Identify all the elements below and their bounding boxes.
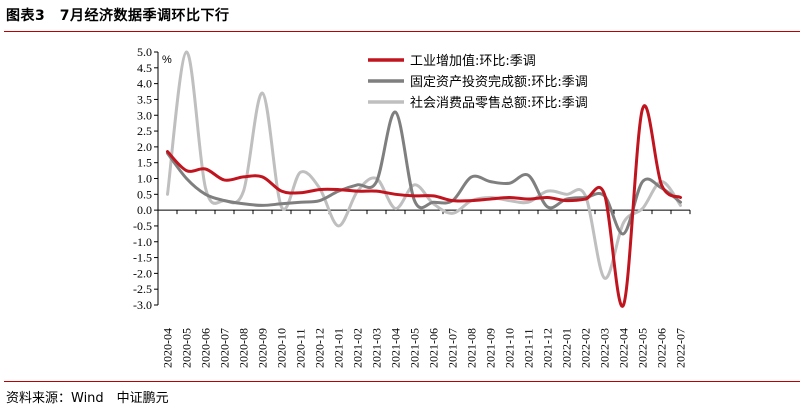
x-tick-label: 2021-10 xyxy=(503,328,517,368)
x-tick-label: 2022-03 xyxy=(598,328,612,368)
footer-divider xyxy=(4,381,800,382)
x-tick-label: 2021-11 xyxy=(522,328,536,368)
y-tick-label: 4.0 xyxy=(137,77,152,91)
legend-label: 固定资产投资完成额:环比:季调 xyxy=(410,74,588,90)
source-note: 资料来源：Wind 中证鹏元 xyxy=(6,391,169,406)
chart-legend: 工业增加值:环比:季调固定资产投资完成额:环比:季调社会消费品零售总额:环比:季… xyxy=(368,53,588,111)
y-unit-label: % xyxy=(162,54,172,66)
y-tick-label: 2.5 xyxy=(137,124,152,138)
x-tick-label: 2022-06 xyxy=(655,328,669,368)
y-tick-label: 3.5 xyxy=(137,92,152,106)
y-tick-label: -3.0 xyxy=(133,298,152,312)
x-tick-label: 2021-02 xyxy=(351,328,365,368)
line-chart: 5.0 4.5 4.03.5 3.0 2.5 2.0 1.5 1.00.5 0.0 -0.5 -1.… xyxy=(133,45,691,368)
y-tick-label: -0.5 xyxy=(133,219,152,233)
x-tick-label: 2021-01 xyxy=(332,328,346,368)
x-tick-label: 2022-01 xyxy=(560,328,574,368)
y-tick-label: 4.5 xyxy=(137,61,152,75)
x-tick-label: 2022-04 xyxy=(617,328,631,368)
x-tick-label: 2021-04 xyxy=(389,328,403,368)
chart-series xyxy=(166,50,682,308)
legend-label: 社会消费品零售总额:环比:季调 xyxy=(410,95,588,111)
x-tick-label: 2021-05 xyxy=(408,328,422,368)
x-tick-label: 2020-06 xyxy=(199,328,213,368)
x-tick-label: 2022-02 xyxy=(579,328,593,368)
x-tick-label: 2021-06 xyxy=(427,328,441,368)
series-line-1 xyxy=(166,104,682,308)
y-tick-label: 1.0 xyxy=(137,172,152,186)
x-tick-label: 2021-08 xyxy=(465,328,479,368)
x-tick-label: 2020-08 xyxy=(237,328,251,368)
y-tick-label: 1.5 xyxy=(137,156,152,170)
x-tick-label: 2021-07 xyxy=(446,328,460,368)
x-tick-label: 2020-05 xyxy=(180,328,194,368)
x-tick-label: 2020-10 xyxy=(275,328,289,368)
x-tick-label: 2021-12 xyxy=(541,328,555,368)
legend-label: 工业增加值:环比:季调 xyxy=(410,53,536,69)
x-tick-label: 2021-09 xyxy=(484,328,498,368)
y-tick-label: 2.0 xyxy=(137,140,152,154)
title-divider xyxy=(4,31,800,32)
x-tick-label: 2022-07 xyxy=(674,328,688,368)
y-tick-label: -1.0 xyxy=(133,235,152,249)
y-tick-label: 0.0 xyxy=(137,203,152,217)
y-tick-label: 5.0 xyxy=(137,45,152,59)
x-tick-label: 2020-04 xyxy=(161,328,175,368)
x-tick-label: 2020-07 xyxy=(218,328,232,368)
chart-axes: 5.0 4.5 4.03.5 3.0 2.5 2.0 1.5 1.00.5 0.0 -0.5 -1.… xyxy=(133,45,691,368)
y-tick-label: -2.5 xyxy=(133,282,152,296)
chart-title: 图表3 7月经济数据季调环比下行 xyxy=(6,8,230,24)
x-tick-label: 2020-09 xyxy=(256,328,270,368)
y-tick-label: -2.0 xyxy=(133,266,152,280)
y-tick-label: -1.5 xyxy=(133,251,152,265)
y-tick-label: 3.0 xyxy=(137,108,152,122)
x-tick-label: 2022-05 xyxy=(636,328,650,368)
x-tick-label: 2020-12 xyxy=(313,328,327,368)
series-line-2 xyxy=(166,110,682,236)
x-tick-label: 2020-11 xyxy=(294,328,308,368)
x-tick-label: 2021-03 xyxy=(370,328,384,368)
y-tick-label: 0.5 xyxy=(137,187,152,201)
